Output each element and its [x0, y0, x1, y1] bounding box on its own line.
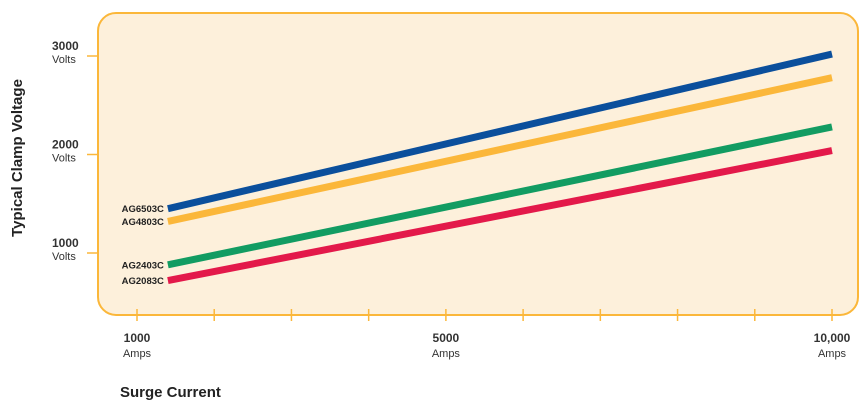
series-lines — [167, 50, 833, 285]
series-line-ag2403c — [167, 123, 833, 269]
x-tick-unit: Amps — [123, 348, 152, 360]
y-tick-unit: Volts — [52, 54, 76, 66]
y-axis-title: Typical Clamp Voltage — [9, 79, 26, 237]
x-tick-label: 10,000 — [814, 331, 851, 345]
series-line-ag6503c — [167, 50, 833, 213]
y-tick-unit: Volts — [52, 251, 76, 263]
y-tick-label: 3000 — [52, 39, 79, 53]
y-tick-unit: Volts — [52, 153, 76, 165]
series-label: AG2083C — [122, 276, 164, 287]
x-tick-unit: Amps — [818, 348, 847, 360]
x-tick-label: 1000 — [124, 331, 151, 345]
series-line-ag4803c — [167, 74, 833, 225]
series-labels: AG6503C AG4803C AG2403C AG2083C — [122, 204, 164, 287]
x-axis-title: Surge Current — [120, 384, 221, 401]
y-tick-label: 1000 — [52, 236, 79, 250]
x-tick-unit: Amps — [432, 348, 461, 360]
x-tick-label: 5000 — [433, 331, 460, 345]
series-label: AG6503C — [122, 204, 164, 215]
x-axis: 1000 Amps 5000 Amps 10,000 Amps — [123, 309, 851, 360]
series-line-ag2083c — [167, 147, 833, 285]
y-tick-label: 2000 — [52, 138, 79, 152]
series-label: AG4803C — [122, 217, 164, 228]
series-label: AG2403C — [122, 260, 164, 271]
